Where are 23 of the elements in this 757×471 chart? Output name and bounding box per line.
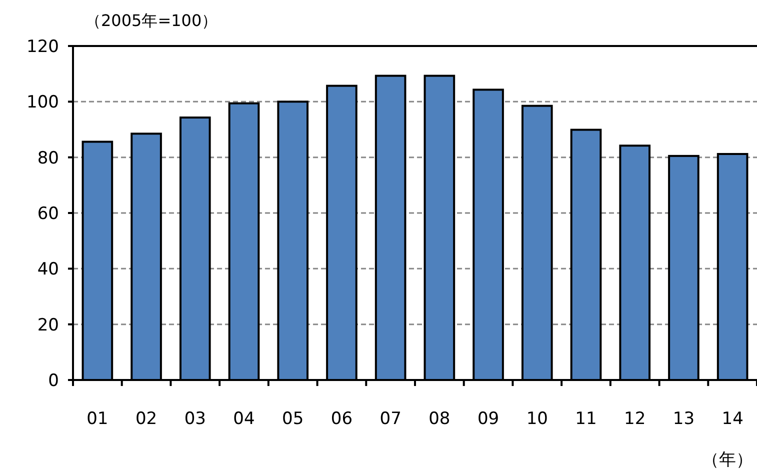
y-tick-label: 80 [37, 148, 59, 168]
y-tick-label: 40 [37, 260, 59, 280]
x-tick-label: 11 [575, 409, 597, 429]
y-tick-label: 120 [26, 36, 59, 57]
x-tick-label: 14 [722, 409, 744, 429]
y-tick-label: 60 [37, 204, 59, 224]
x-tick-label: 01 [86, 409, 108, 429]
x-tick-label: 10 [526, 409, 548, 429]
x-tick-label: 08 [428, 409, 450, 429]
y-tick-label: 0 [48, 370, 59, 391]
x-tick-label: 02 [135, 409, 158, 429]
x-tick-label: 09 [477, 409, 500, 429]
x-tick-label: 13 [672, 409, 695, 429]
x-tick-label: 12 [624, 409, 646, 429]
x-tick-label: 07 [380, 409, 402, 429]
y-tick-label: 100 [26, 92, 59, 113]
y-axis-title: （2005年=100） [85, 11, 218, 30]
x-tick-label: 03 [184, 409, 206, 429]
x-tick-label: 05 [282, 409, 304, 429]
y-tick-label: 20 [37, 315, 59, 336]
x-tick-label: 04 [233, 409, 255, 429]
x-axis-title: （年） [702, 450, 753, 470]
x-tick-label: 06 [330, 409, 353, 429]
